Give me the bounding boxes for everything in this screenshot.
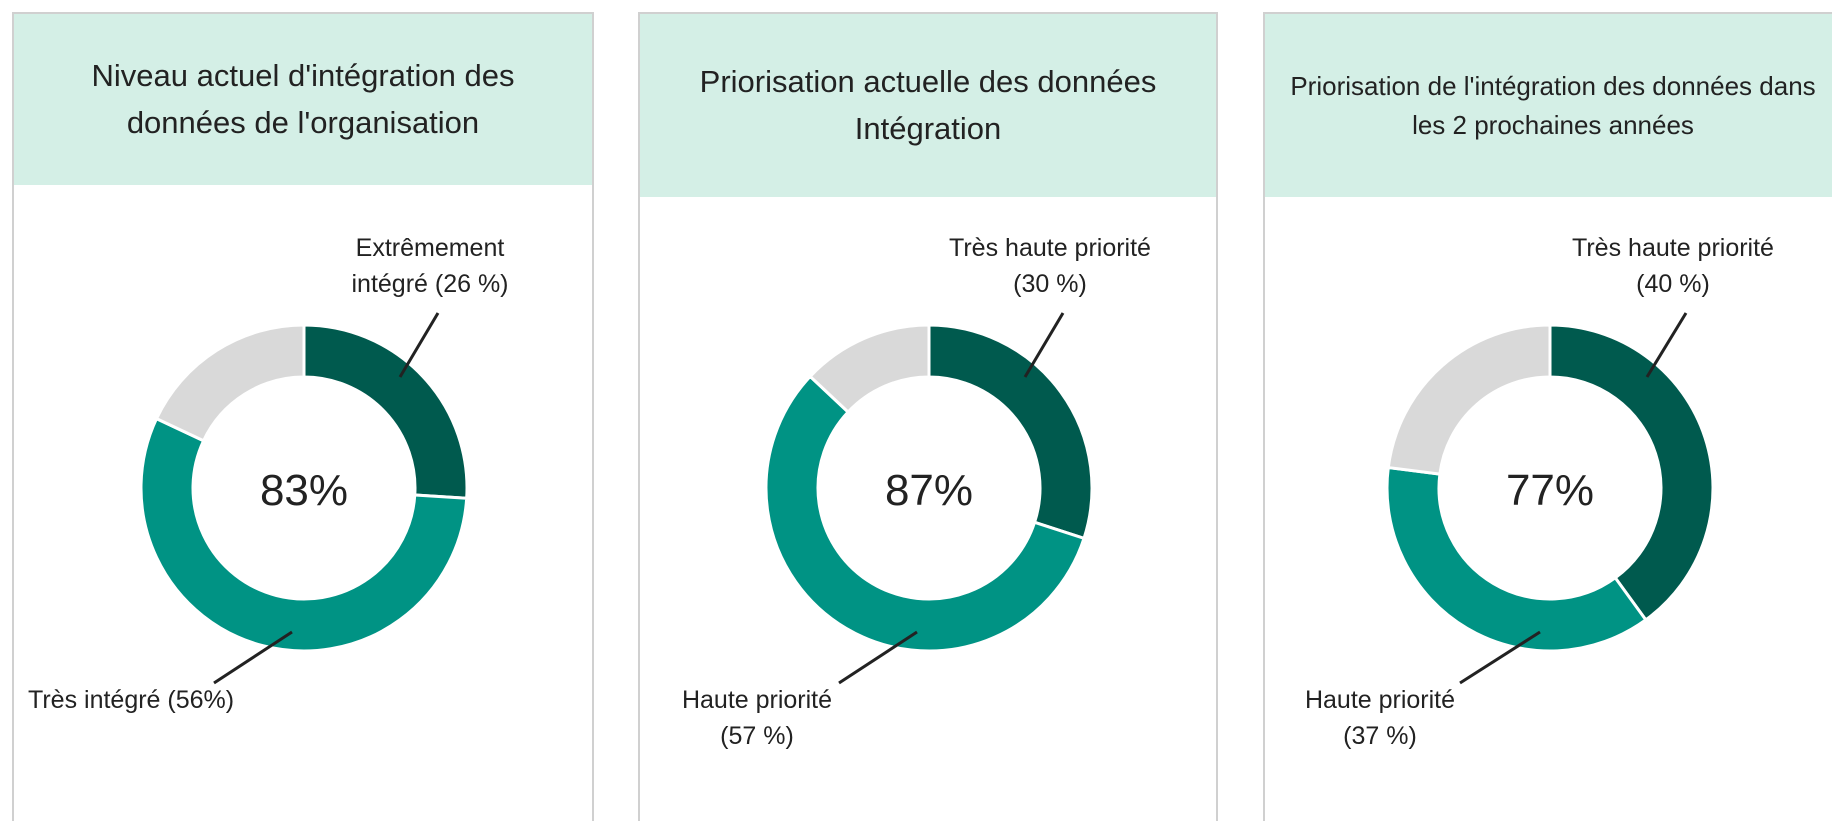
donut-segment	[154, 323, 306, 443]
center-label: 77%	[1505, 466, 1595, 515]
leader-line	[1023, 312, 1065, 378]
donut-segment	[302, 323, 469, 500]
donut-segment	[927, 323, 1094, 541]
segment-label: Très haute priorité (30 %)	[949, 234, 1151, 298]
donut-segment	[1385, 465, 1648, 653]
donut-segment	[764, 374, 1086, 653]
donut-segment	[139, 416, 469, 653]
panel-title: Priorisation actuelle des données Intégr…	[640, 14, 1216, 197]
donut-segment	[1548, 323, 1715, 622]
leader-line	[838, 630, 918, 685]
donut-segment	[808, 323, 931, 415]
segment-label: Haute priorité (57 %)	[681, 686, 833, 750]
center-label: 83%	[259, 466, 349, 515]
panel-title: Priorisation de l'intégration des donnée…	[1265, 14, 1832, 197]
panel: Priorisation de l'intégration des donnée…	[1263, 12, 1832, 821]
panel: Niveau actuel d'intégration des données …	[12, 12, 594, 821]
panel-title: Niveau actuel d'intégration des données …	[14, 14, 592, 185]
segment-label: Haute priorité (37 %)	[1304, 686, 1456, 750]
leader-line	[213, 630, 293, 685]
donut-segment	[1386, 323, 1552, 476]
segment-label: Très haute priorité (40 %)	[1572, 234, 1774, 298]
segment-label: Très intégré (56%)	[28, 686, 235, 714]
panel: Priorisation actuelle des données Intégr…	[638, 12, 1218, 821]
leader-line	[1645, 312, 1688, 378]
leader-line	[398, 312, 440, 378]
center-label: 87%	[884, 466, 974, 515]
segment-label: Extrêmement intégré (26 %)	[351, 234, 509, 298]
leader-line	[1459, 630, 1541, 685]
